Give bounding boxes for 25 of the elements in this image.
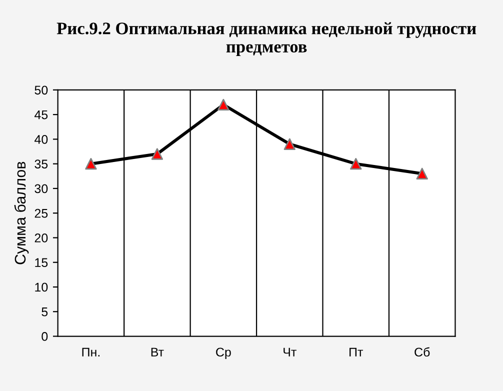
- point: [416, 168, 428, 180]
- y-tick-label: 5: [42, 308, 48, 316]
- y-tick-label: 40: [34, 134, 48, 144]
- point: [151, 148, 164, 160]
- point: [350, 158, 362, 170]
- point: [218, 98, 230, 111]
- y-axis-title: Сумма баллов: [14, 162, 29, 264]
- y-tick-label: 50: [34, 86, 48, 95]
- x-tick-label: Вт: [151, 348, 164, 356]
- y-tick-label: 25: [34, 208, 48, 218]
- x-tick-label: Чт: [284, 348, 296, 356]
- x-tick-label: Ср: [216, 348, 231, 360]
- y-tick-label: 0: [42, 332, 48, 341]
- y-tick-label: 10: [35, 282, 48, 292]
- x-tick-label: Пн.: [82, 348, 100, 356]
- x-tick-label: Пт: [350, 348, 364, 356]
- y-tick-label: 35: [34, 160, 48, 168]
- y-tick-label: 20: [34, 234, 48, 242]
- y-tick-label: 15: [35, 258, 48, 268]
- point: [85, 158, 97, 170]
- point: [284, 138, 296, 150]
- x-tick-label: Сб: [414, 347, 430, 357]
- chart-title: Рис.9.2 Оптимальная динамика недельной трудности предметов: [56, 22, 476, 56]
- y-tick-label: 30: [34, 184, 48, 194]
- y-tick-label: 45: [34, 110, 48, 120]
